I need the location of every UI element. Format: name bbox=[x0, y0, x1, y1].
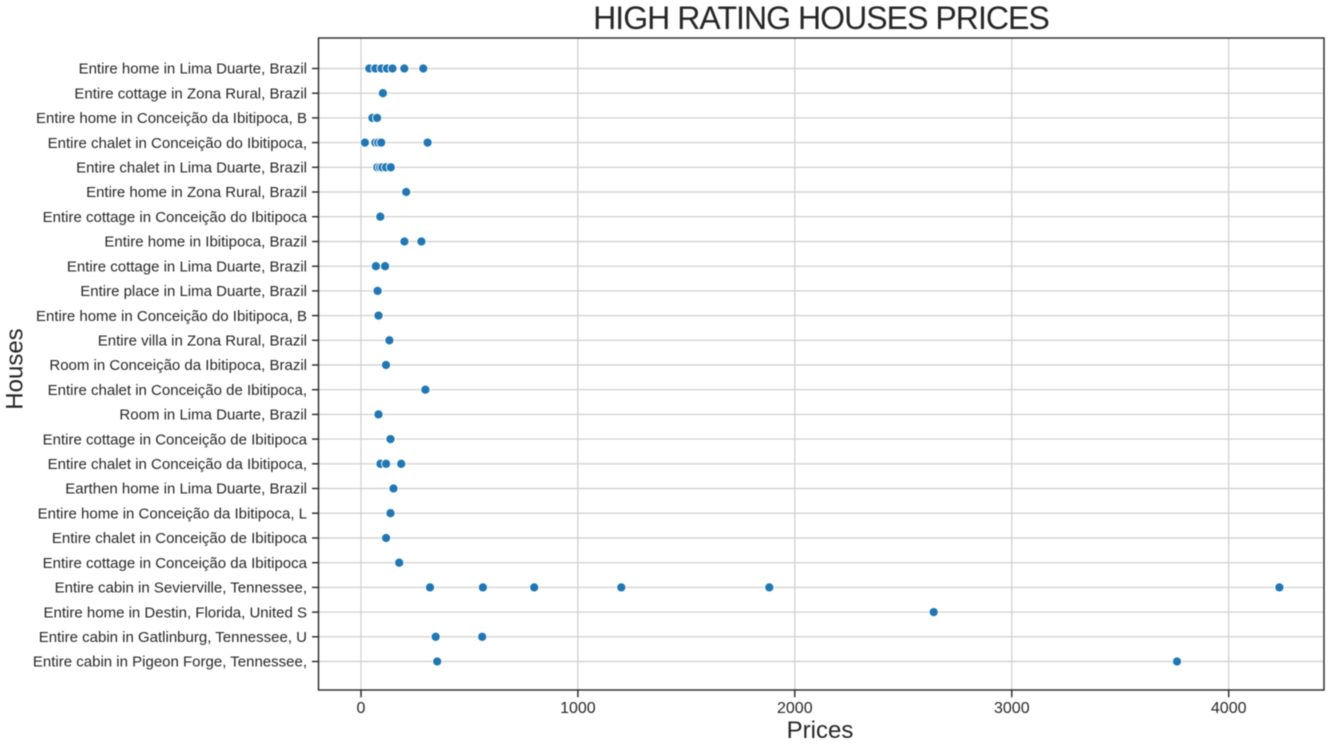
svg-text:Entire cottage in Lima Duarte,: Entire cottage in Lima Duarte, Brazil bbox=[67, 258, 307, 275]
svg-text:2000: 2000 bbox=[777, 700, 813, 717]
svg-text:Entire home in Destin, Florida: Entire home in Destin, Florida, United S bbox=[44, 604, 307, 621]
svg-text:Entire home in Lima Duarte, Br: Entire home in Lima Duarte, Brazil bbox=[79, 61, 307, 78]
svg-text:Earthen home in Lima Duarte, B: Earthen home in Lima Duarte, Brazil bbox=[65, 481, 307, 498]
svg-text:1000: 1000 bbox=[560, 700, 596, 717]
svg-text:HIGH RATING HOUSES PRICES: HIGH RATING HOUSES PRICES bbox=[593, 0, 1049, 36]
svg-text:4000: 4000 bbox=[1211, 700, 1247, 717]
svg-text:Room in Lima Duarte, Brazil: Room in Lima Duarte, Brazil bbox=[119, 407, 307, 424]
svg-text:Entire cabin in Pigeon Forge,: Entire cabin in Pigeon Forge, Tennessee, bbox=[33, 654, 307, 671]
svg-text:Entire home in Conceição do Ib: Entire home in Conceição do Ibitipoca, B bbox=[36, 308, 307, 325]
svg-text:0: 0 bbox=[357, 700, 366, 717]
svg-text:Entire chalet in Conceição do: Entire chalet in Conceição do Ibitipoca, bbox=[48, 135, 307, 152]
svg-text:Entire chalet in Lima Duarte,: Entire chalet in Lima Duarte, Brazil bbox=[76, 160, 307, 177]
svg-text:Entire cottage in Conceição de: Entire cottage in Conceição de Ibitipoca bbox=[43, 431, 308, 448]
svg-text:Room in Conceição da Ibitipoca: Room in Conceição da Ibitipoca, Brazil bbox=[49, 357, 307, 374]
svg-text:Entire chalet in Conceição de: Entire chalet in Conceição de Ibitipoca bbox=[52, 530, 308, 547]
svg-text:Entire home in Conceição da Ib: Entire home in Conceição da Ibitipoca, L bbox=[38, 505, 307, 522]
svg-text:Entire cabin in Gatlinburg, Te: Entire cabin in Gatlinburg, Tennessee, U bbox=[39, 629, 307, 646]
svg-text:Entire home in Zona Rural, Bra: Entire home in Zona Rural, Brazil bbox=[86, 184, 307, 201]
svg-text:Entire home in Conceição da Ib: Entire home in Conceição da Ibitipoca, B bbox=[36, 110, 307, 127]
svg-text:Entire cottage in Zona Rural,: Entire cottage in Zona Rural, Brazil bbox=[74, 85, 307, 102]
svg-text:Houses: Houses bbox=[2, 328, 29, 409]
svg-text:Entire home in Ibitipoca, Braz: Entire home in Ibitipoca, Brazil bbox=[104, 234, 307, 251]
svg-text:Entire cottage in Conceição da: Entire cottage in Conceição da Ibitipoca bbox=[43, 555, 308, 572]
svg-text:Entire villa in Zona Rural, Br: Entire villa in Zona Rural, Brazil bbox=[98, 333, 307, 350]
svg-text:Entire place in Lima Duarte, B: Entire place in Lima Duarte, Brazil bbox=[80, 283, 307, 300]
svg-text:Prices: Prices bbox=[787, 717, 854, 743]
svg-text:3000: 3000 bbox=[994, 700, 1030, 717]
svg-text:Entire cabin in Sevierville, T: Entire cabin in Sevierville, Tennessee, bbox=[55, 580, 307, 597]
svg-text:Entire chalet in Conceição da: Entire chalet in Conceição da Ibitipoca, bbox=[48, 456, 307, 473]
svg-text:Entire cottage in Conceição do: Entire cottage in Conceição do Ibitipoca bbox=[43, 209, 308, 226]
svg-text:Entire chalet in Conceição de: Entire chalet in Conceição de Ibitipoca, bbox=[48, 382, 307, 399]
